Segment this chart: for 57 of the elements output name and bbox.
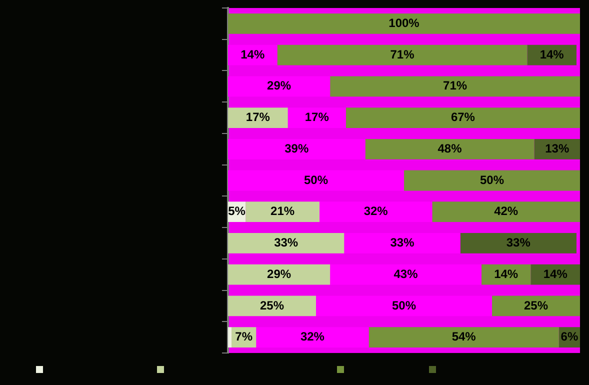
data-label: 42% [494,204,518,218]
data-label: 54% [452,330,476,344]
data-label: 13% [545,141,570,156]
data-label: 29% [267,266,292,281]
data-label: 50% [480,172,504,187]
data-label: 71% [443,78,468,93]
bar [365,138,534,160]
data-label: 17% [304,110,330,124]
bar [404,170,580,191]
data-label: 29% [267,78,292,93]
data-label: 100% [388,16,420,30]
bar [228,327,232,348]
data-label: 14% [494,266,518,281]
data-label: 6% [560,330,578,344]
bar [256,327,369,348]
bar [228,13,580,34]
data-label: 50% [392,298,416,312]
data-label: 7% [235,330,253,344]
bar [228,108,288,128]
data-label: 14% [240,47,265,62]
data-label: 33% [506,236,531,250]
bar [320,202,432,222]
bar [460,233,576,254]
data-label: 50% [304,172,328,187]
data-label: 14% [540,47,564,62]
bar [316,296,492,316]
data-label: 32% [300,330,325,344]
bar [277,44,528,66]
data-label: 48% [438,141,462,156]
bar [228,138,366,160]
data-label: 32% [364,204,388,218]
bar [246,202,320,222]
bar [346,108,580,128]
bar [228,296,316,316]
data-label: 71% [390,47,415,62]
bar [368,327,559,348]
data-label: 43% [394,266,418,281]
data-label: 33% [390,236,415,250]
bar [432,202,580,222]
data-label: 5% [228,204,246,218]
data-label: 21% [270,204,295,218]
data-label: 25% [524,298,548,312]
bar [330,76,580,97]
data-label: 14% [543,266,568,281]
data-label: 33% [274,236,298,250]
data-label: 67% [450,110,476,124]
bar [228,170,404,191]
bar [228,233,344,254]
bar [344,233,460,254]
bar [288,108,346,128]
data-label: 25% [260,298,284,312]
data-label: 39% [284,141,309,156]
bar [492,296,580,316]
data-label: 17% [246,110,270,124]
bar [228,76,330,97]
bar [228,264,330,285]
bar [330,264,482,285]
